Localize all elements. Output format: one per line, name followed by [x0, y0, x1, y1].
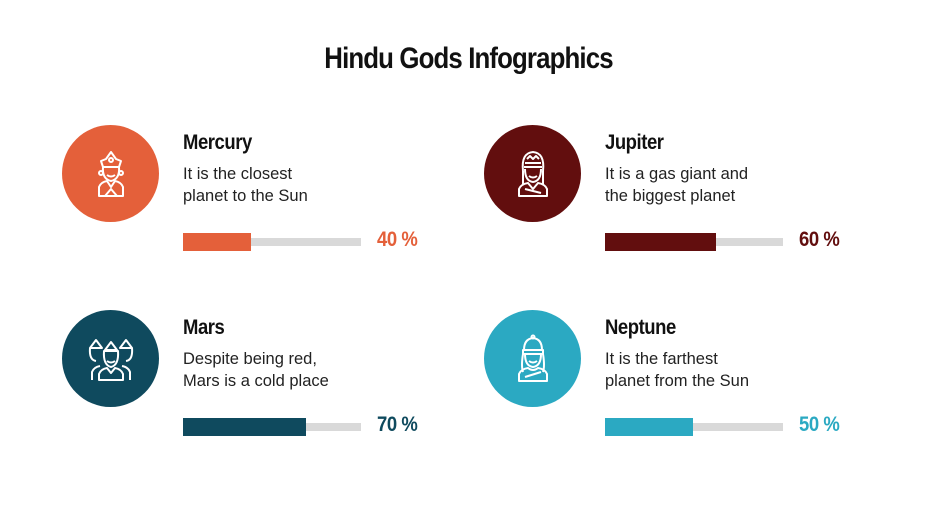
description-line: It is the closest	[183, 165, 293, 183]
page-title: Hindu Gods Infographics	[324, 42, 613, 75]
icon-circle	[62, 125, 159, 222]
progress-fill	[183, 418, 306, 436]
item-name: Neptune	[605, 316, 676, 339]
card-mercury: Mercury It is the closest planet to the …	[62, 125, 462, 265]
item-name: Jupiter	[605, 131, 664, 154]
three-headed-god-icon	[88, 338, 133, 381]
percent-label: 50 %	[799, 413, 840, 436]
description-line: Despite being red,	[183, 350, 317, 368]
goddess-halo-icon	[517, 150, 548, 197]
god-turban-icon	[517, 334, 548, 382]
card-jupiter: Jupiter It is a gas giant and the bigges…	[484, 125, 884, 265]
icon-circle	[62, 310, 159, 407]
progress-track	[605, 423, 783, 431]
percent-label: 40 %	[377, 228, 418, 251]
description-line: planet to the Sun	[183, 187, 308, 205]
percent-label: 60 %	[799, 228, 840, 251]
item-description: It is a gas giant and the biggest planet	[605, 163, 825, 207]
description-line: It is the farthest	[605, 350, 718, 368]
card-neptune: Neptune It is the farthest planet from t…	[484, 310, 884, 450]
progress-fill	[183, 233, 251, 251]
percent-label: 70 %	[377, 413, 418, 436]
item-description: It is the closest planet to the Sun	[183, 163, 403, 207]
progress-track	[183, 238, 361, 246]
item-name: Mars	[183, 316, 225, 339]
progress-fill	[605, 233, 716, 251]
card-mars: Mars Despite being red, Mars is a cold p…	[62, 310, 462, 450]
item-description: Despite being red, Mars is a cold place	[183, 348, 403, 392]
progress-fill	[605, 418, 693, 436]
goddess-crown-icon	[97, 150, 124, 197]
item-name: Mercury	[183, 131, 252, 154]
icon-circle	[484, 125, 581, 222]
item-description: It is the farthest planet from the Sun	[605, 348, 825, 392]
description-line: It is a gas giant and	[605, 165, 749, 183]
description-line: planet from the Sun	[605, 372, 750, 390]
description-line: the biggest planet	[605, 187, 736, 205]
description-line: Mars is a cold place	[183, 372, 329, 390]
icon-circle	[484, 310, 581, 407]
